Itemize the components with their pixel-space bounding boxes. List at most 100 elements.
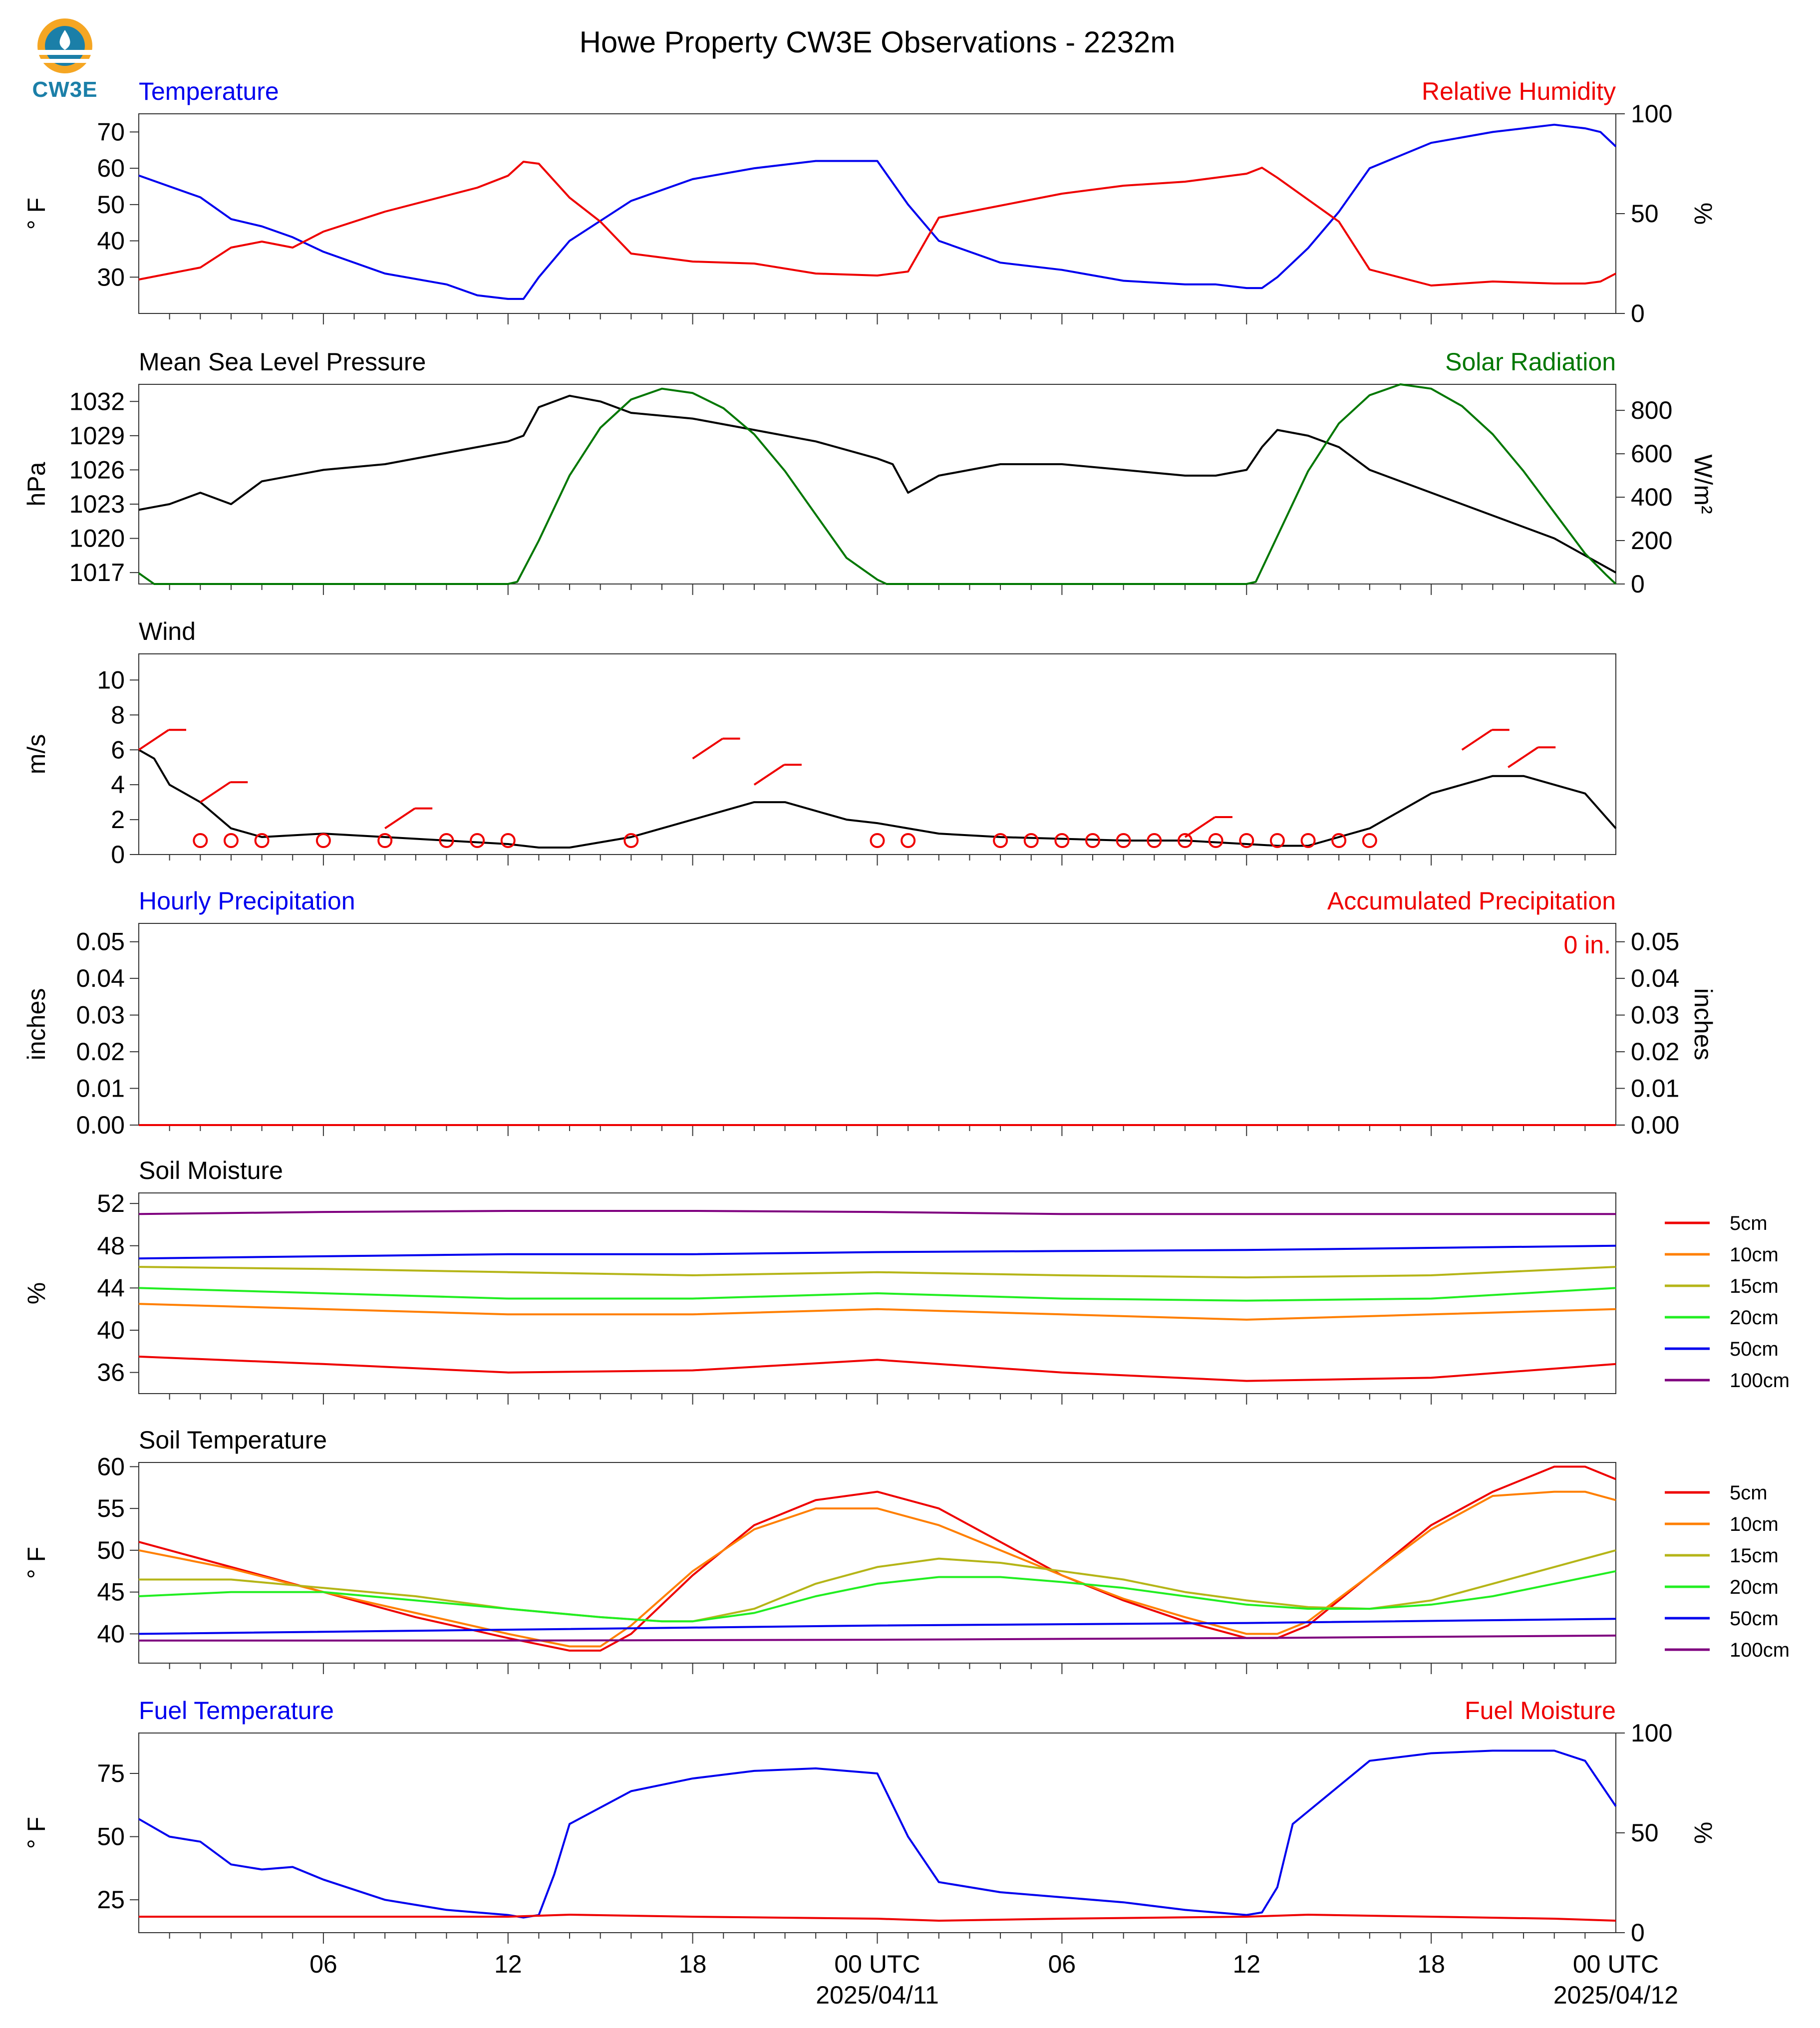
y-tick-label-left: 0.05 (76, 928, 125, 956)
logo-drop-icon (37, 18, 92, 73)
x-tick-label: 06 (1048, 1950, 1076, 1978)
panel-title-left: Soil Moisture (139, 1157, 283, 1184)
y-tick-label-right: 100 (1631, 100, 1672, 128)
x-tick-label: 00 UTC (1573, 1950, 1659, 1978)
x-tick-label: 12 (494, 1950, 522, 1978)
wind-barb (200, 781, 231, 803)
series-line-soil-temperature-50cm (138, 1618, 1616, 1635)
wind-calm-circle (1023, 833, 1039, 849)
panel-title-left: Hourly Precipitation (139, 887, 355, 915)
wind-calm-circle (377, 833, 393, 849)
wind-calm-circle (1208, 833, 1223, 849)
wind-calm-circle (1116, 833, 1131, 849)
legend-label-5cm: 5cm (1730, 1482, 1768, 1504)
series-line-soil-moisture-50cm (138, 1244, 1616, 1260)
panel-title-right: Fuel Moisture (1465, 1697, 1616, 1725)
wind-barb (138, 729, 170, 751)
y-tick-label-left: 1032 (69, 387, 125, 415)
y-tick-label-left: 25 (97, 1886, 125, 1914)
legend-label-50cm: 50cm (1730, 1338, 1779, 1360)
series-line-fuel-temperature-fuel-moisture (139, 1914, 1616, 1922)
y-tick-label-right: 800 (1631, 396, 1672, 424)
y-axis-label-left: m/s (22, 734, 50, 775)
y-tick-label-left: 40 (97, 1620, 125, 1648)
x-tick-label: 06 (309, 1950, 337, 1978)
y-tick-label-left: 70 (97, 118, 125, 146)
wind-calm-circle (223, 833, 239, 849)
y-tick-label-left: 52 (97, 1189, 125, 1217)
y-tick-label-right: 100 (1631, 1719, 1672, 1747)
panel-title-right: Relative Humidity (1422, 77, 1616, 105)
series-line-temperature-temperature (138, 123, 1617, 300)
wind-barb (753, 764, 785, 786)
legend-label-20cm: 20cm (1730, 1307, 1779, 1329)
panel-title-left: Fuel Temperature (139, 1697, 334, 1725)
wind-calm-circle (254, 833, 270, 849)
y-axis-label-left: inches (22, 988, 50, 1061)
wind-barb (384, 807, 416, 830)
x-tick-label: 12 (1232, 1950, 1260, 1978)
y-axis-label-left: % (22, 1282, 50, 1304)
y-tick-label-right: 0.05 (1631, 928, 1679, 956)
series-line-fuel-temperature-fuel-temperature (138, 1749, 1617, 1919)
y-tick-label-left: 48 (97, 1232, 125, 1260)
y-tick-label-left: 60 (97, 1452, 125, 1480)
y-axis-label-left: ° F (22, 1817, 50, 1849)
y-axis-label-right: % (1689, 203, 1717, 225)
series-line-soil-moisture-5cm (138, 1355, 1616, 1382)
wind-barb (1184, 816, 1216, 838)
series-line-temperature-relative-humidity (138, 161, 1616, 287)
x-tick-label: 18 (1417, 1950, 1445, 1978)
wind-barb (692, 738, 723, 760)
logo-text: CW3E (32, 77, 98, 102)
y-tick-label-left: 0.03 (76, 1001, 125, 1029)
series-line-soil-moisture-10cm (138, 1303, 1616, 1321)
y-tick-label-left: 0.00 (76, 1111, 125, 1139)
x-date-label: 2025/04/12 (1553, 1981, 1678, 2009)
panel-title-left: Wind (139, 617, 196, 645)
panel-frame (138, 923, 1616, 1126)
wind-calm-circle (1269, 833, 1285, 849)
y-tick-label-right: 0.00 (1631, 1111, 1679, 1139)
y-tick-label-left: 50 (97, 1536, 125, 1564)
y-axis-label-right: inches (1689, 988, 1717, 1061)
y-tick-label-left: 0.02 (76, 1038, 125, 1066)
y-tick-label-right: 0.01 (1631, 1075, 1679, 1103)
legend-label-15cm: 15cm (1730, 1545, 1779, 1567)
wind-calm-circle (870, 833, 885, 849)
series-line-mean-sea-level-pressure-solar-radiation (138, 383, 1617, 585)
y-tick-label-left: 2 (111, 806, 125, 834)
series-line-soil-temperature-5cm (138, 1465, 1616, 1652)
y-tick-label-left: 50 (97, 191, 125, 219)
y-tick-label-right: 200 (1631, 527, 1672, 555)
wind-calm-circle (439, 833, 454, 849)
y-tick-label-left: 10 (97, 666, 125, 694)
panel-frame (138, 113, 1616, 314)
panel-title-right: Solar Radiation (1445, 348, 1616, 376)
y-tick-label-left: 1020 (69, 525, 125, 553)
y-tick-label-left: 4 (111, 771, 125, 799)
y-tick-label-left: 50 (97, 1823, 125, 1851)
y-tick-label-left: 0 (111, 841, 125, 869)
y-tick-label-left: 40 (97, 1316, 125, 1344)
x-date-label: 2025/04/11 (816, 1981, 939, 2009)
y-tick-label-left: 45 (97, 1578, 125, 1606)
wind-calm-circle (500, 833, 516, 849)
cw3e-logo (27, 15, 102, 105)
y-tick-label-right: 0 (1631, 1919, 1645, 1947)
y-tick-label-right: 0.04 (1631, 964, 1679, 992)
y-tick-label-left: 0.01 (76, 1075, 125, 1103)
x-tick-label: 18 (679, 1950, 707, 1978)
y-tick-label-left: 0.04 (76, 964, 125, 992)
panel-title-left: Mean Sea Level Pressure (139, 348, 426, 376)
wind-barb (1461, 729, 1493, 751)
y-tick-label-left: 60 (97, 154, 125, 182)
panel-title-left: Temperature (139, 77, 279, 105)
wind-calm-circle (623, 833, 639, 849)
y-tick-label-right: 0.02 (1631, 1038, 1679, 1066)
y-tick-label-right: 50 (1631, 200, 1659, 228)
y-tick-label-right: 600 (1631, 440, 1672, 468)
panel-frame (138, 384, 1616, 584)
y-tick-label-left: 1029 (69, 422, 125, 450)
y-tick-label-left: 55 (97, 1494, 125, 1522)
